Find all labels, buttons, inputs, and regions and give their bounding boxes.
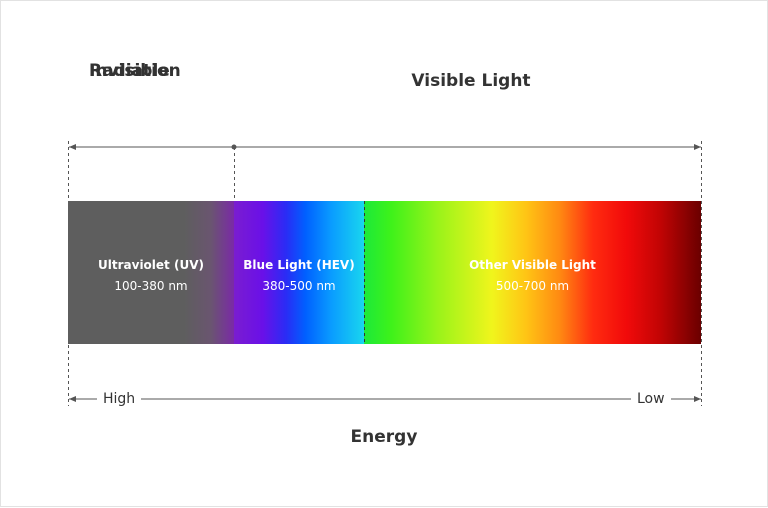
visible-light-heading: Visible Light — [411, 71, 531, 91]
other-visible-title: Other Visible Light — [469, 258, 596, 272]
top-left-arrowhead — [69, 144, 76, 150]
spectrum-band: Ultraviolet (UV) 100-380 nm Blue Light (… — [68, 201, 701, 344]
energy-high-label: High — [97, 389, 142, 409]
invisible-heading-line-2: Radiation — [89, 61, 181, 81]
blue-light-range: 380-500 nm — [262, 279, 336, 293]
uv-title: Ultraviolet (UV) — [98, 258, 204, 272]
other-visible-range: 500-700 nm — [495, 279, 570, 293]
invisible-heading-line-1: Invisible — [89, 61, 170, 81]
energy-title: Energy — [350, 427, 418, 447]
energy-left-arrowhead — [69, 396, 76, 402]
uv-segment: Ultraviolet (UV) 100-380 nm — [68, 201, 234, 344]
top-right-arrowhead — [694, 144, 701, 150]
other-visible-segment: Other Visible Light 500-700 nm — [364, 201, 701, 344]
blue-light-segment: Blue Light (HEV) 380-500 nm — [234, 201, 364, 344]
energy-low-label: Low — [631, 389, 671, 409]
blue-light-title: Blue Light (HEV) — [243, 258, 355, 272]
energy-right-arrowhead — [694, 396, 701, 402]
uv-range: 100-380 nm — [114, 279, 188, 293]
